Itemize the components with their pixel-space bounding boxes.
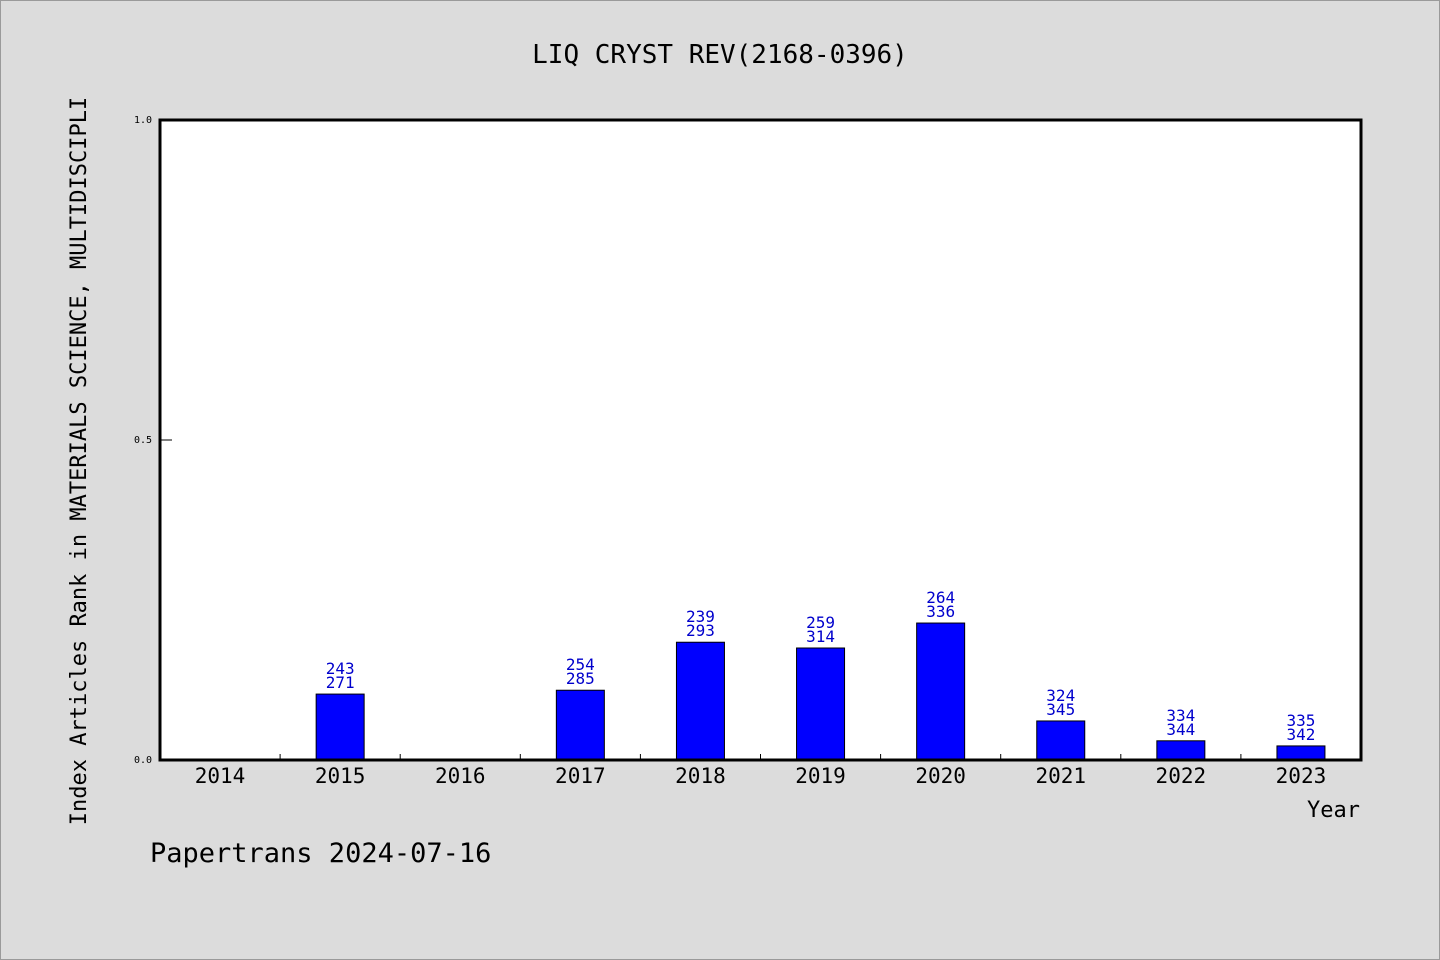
bar-rank-label-2015: 243 [326, 659, 355, 678]
y-axis-ticks: 0.0 0.5 1.0 [134, 115, 172, 766]
bar-total-label-2017: 285 [566, 669, 595, 688]
bar-2022 [1156, 740, 1206, 761]
bar-total-label-2019: 314 [806, 627, 835, 646]
bar-2015 [315, 693, 365, 761]
bar-rank-label-2021: 324 [1046, 686, 1075, 705]
x-tick-label-2015: 2015 [315, 764, 366, 788]
bar-2018 [675, 641, 725, 761]
bars-layer [315, 622, 1326, 761]
bar-rank-label-2020: 264 [926, 588, 955, 607]
x-tick-label-2018: 2018 [675, 764, 726, 788]
bar-2017 [555, 689, 605, 761]
bar-total-label-2015: 271 [326, 673, 355, 692]
bar-total-label-2022: 344 [1166, 720, 1195, 739]
y-tick-label-0.5: 0.5 [134, 435, 152, 446]
x-tick-label-2016: 2016 [435, 764, 486, 788]
x-axis-ticks: 2014 2015 2016 2017 2018 2019 2020 2021 2022 2023 [195, 754, 1326, 788]
bar-2019 [796, 647, 846, 761]
bar-2021 [1036, 720, 1086, 761]
x-tick-label-2019: 2019 [795, 764, 846, 788]
x-axis-label: Year [1307, 798, 1360, 823]
x-tick-label-2022: 2022 [1156, 764, 1207, 788]
bar-2020 [916, 622, 966, 761]
chart-title: LIQ CRYST REV(2168-0396) [532, 40, 908, 70]
plot-area [160, 120, 1361, 760]
x-tick-label-2023: 2023 [1276, 764, 1327, 788]
footer-watermark: Papertrans 2024-07-16 [150, 838, 491, 869]
bar-rank-label-2018: 239 [686, 607, 715, 626]
bar-total-label-2023: 342 [1286, 725, 1315, 744]
y-tick-label-0.0: 0.0 [134, 755, 152, 766]
y-axis-label: Index Articles Rank in MATERIALS SCIENCE… [67, 97, 92, 825]
bar-2023 [1276, 745, 1326, 761]
bar-rank-label-2023: 335 [1286, 711, 1315, 730]
bar-rank-label-2022: 334 [1166, 706, 1195, 725]
x-tick-label-2020: 2020 [915, 764, 966, 788]
bar-total-label-2018: 293 [686, 621, 715, 640]
x-tick-label-2014: 2014 [195, 764, 246, 788]
y-tick-label-1.0: 1.0 [134, 115, 152, 126]
bar-total-label-2020: 336 [926, 602, 955, 621]
bar-total-label-2021: 345 [1046, 700, 1075, 719]
bar-rank-label-2019: 259 [806, 613, 835, 632]
x-tick-label-2021: 2021 [1035, 764, 1086, 788]
bar-rank-label-2017: 254 [566, 655, 595, 674]
x-tick-label-2017: 2017 [555, 764, 606, 788]
